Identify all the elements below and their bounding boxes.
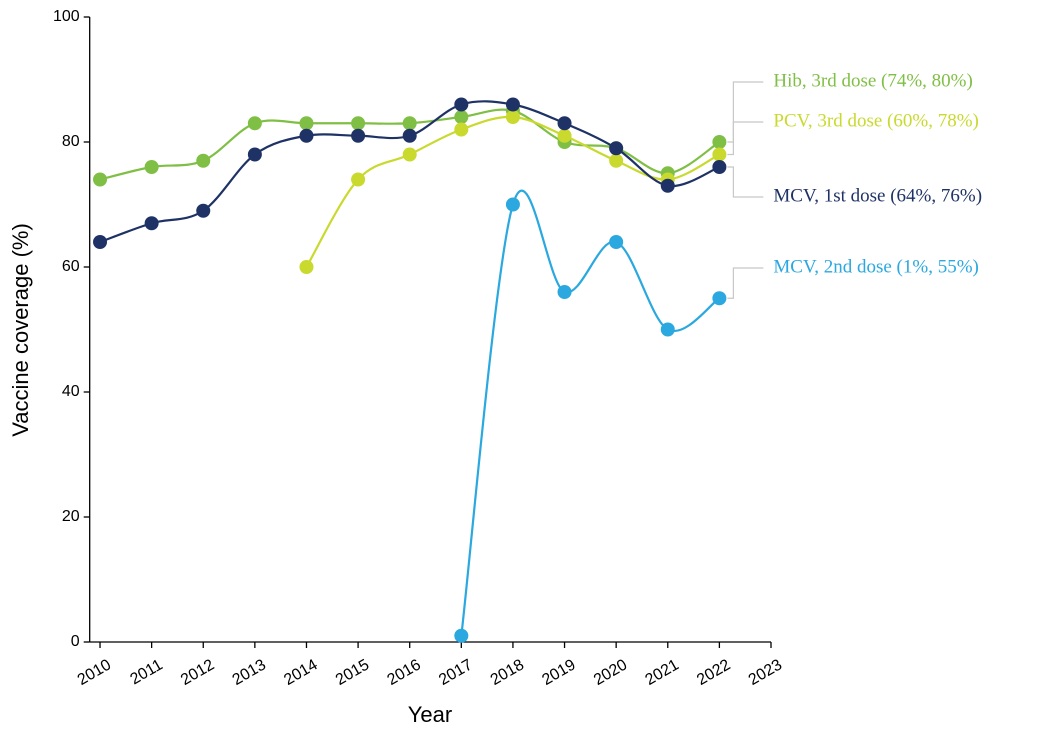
- data-point: [557, 128, 572, 143]
- data-point: [505, 97, 520, 112]
- data-point: [505, 197, 520, 212]
- data-point: [712, 147, 727, 162]
- x-tick-label: 2017: [436, 656, 475, 689]
- x-tick-label: 2019: [539, 656, 578, 689]
- data-point: [196, 203, 211, 218]
- y-axis-title: Vaccine coverage (%): [8, 223, 33, 437]
- data-point: [299, 128, 314, 143]
- data-point: [299, 260, 314, 274]
- data-point: [712, 135, 727, 149]
- data-point: [402, 147, 417, 162]
- series-line: [305, 115, 720, 268]
- leader-line: [727, 81, 764, 143]
- data-point: [299, 116, 314, 131]
- series-label: Hib, 3rd dose (74%, 80%): [773, 70, 972, 91]
- x-tick-label: 2015: [333, 656, 372, 689]
- leader-line: [727, 121, 764, 156]
- data-point: [609, 141, 624, 156]
- y-tick-label: 80: [62, 133, 80, 150]
- data-point: [351, 116, 366, 131]
- data-point: [351, 128, 366, 143]
- x-tick-label: 2022: [694, 656, 733, 689]
- data-point: [402, 116, 417, 131]
- y-tick-label: 60: [62, 258, 80, 275]
- data-point: [557, 116, 572, 131]
- data-point: [196, 153, 211, 168]
- data-point: [712, 160, 727, 174]
- x-tick-label: 2016: [384, 656, 423, 689]
- x-axis-title: Year: [408, 702, 452, 727]
- data-point: [454, 110, 469, 124]
- series-label: MCV, 1st dose (64%, 76%): [773, 185, 982, 206]
- series-label: MCV, 2nd dose (1%, 55%): [773, 256, 978, 277]
- data-point: [144, 160, 159, 174]
- leader-line: [727, 166, 764, 198]
- x-tick-label: 2021: [643, 656, 682, 689]
- y-tick-label: 0: [71, 633, 80, 650]
- data-point: [144, 216, 159, 231]
- x-tick-label: 2010: [75, 656, 114, 689]
- data-point: [454, 122, 469, 137]
- data-point: [247, 116, 262, 131]
- data-point: [609, 153, 624, 168]
- data-point: [557, 285, 572, 299]
- leader-line: [727, 267, 764, 299]
- x-tick-label: 2012: [178, 656, 217, 689]
- data-point: [454, 97, 469, 112]
- y-tick-label: 40: [62, 383, 80, 400]
- x-tick-label: 2020: [591, 656, 630, 689]
- x-tick-label: 2013: [230, 656, 269, 689]
- data-point: [660, 322, 675, 337]
- x-tick-label: 2011: [127, 656, 165, 688]
- x-tick-label: 2018: [488, 656, 527, 689]
- data-point: [454, 628, 469, 643]
- data-point: [351, 172, 366, 187]
- y-tick-label: 20: [62, 508, 80, 525]
- series-line: [460, 189, 721, 636]
- data-point: [402, 128, 417, 143]
- data-point: [247, 147, 262, 162]
- data-point: [505, 110, 520, 124]
- x-tick-label: 2014: [281, 656, 320, 689]
- data-point: [93, 235, 108, 249]
- x-tick-label: 2023: [746, 656, 785, 689]
- series-label: PCV, 3rd dose (60%, 78%): [773, 110, 978, 131]
- y-tick-label: 100: [53, 8, 80, 25]
- data-point: [609, 235, 624, 249]
- data-point: [712, 291, 727, 306]
- data-point: [93, 172, 108, 187]
- data-point: [660, 178, 675, 193]
